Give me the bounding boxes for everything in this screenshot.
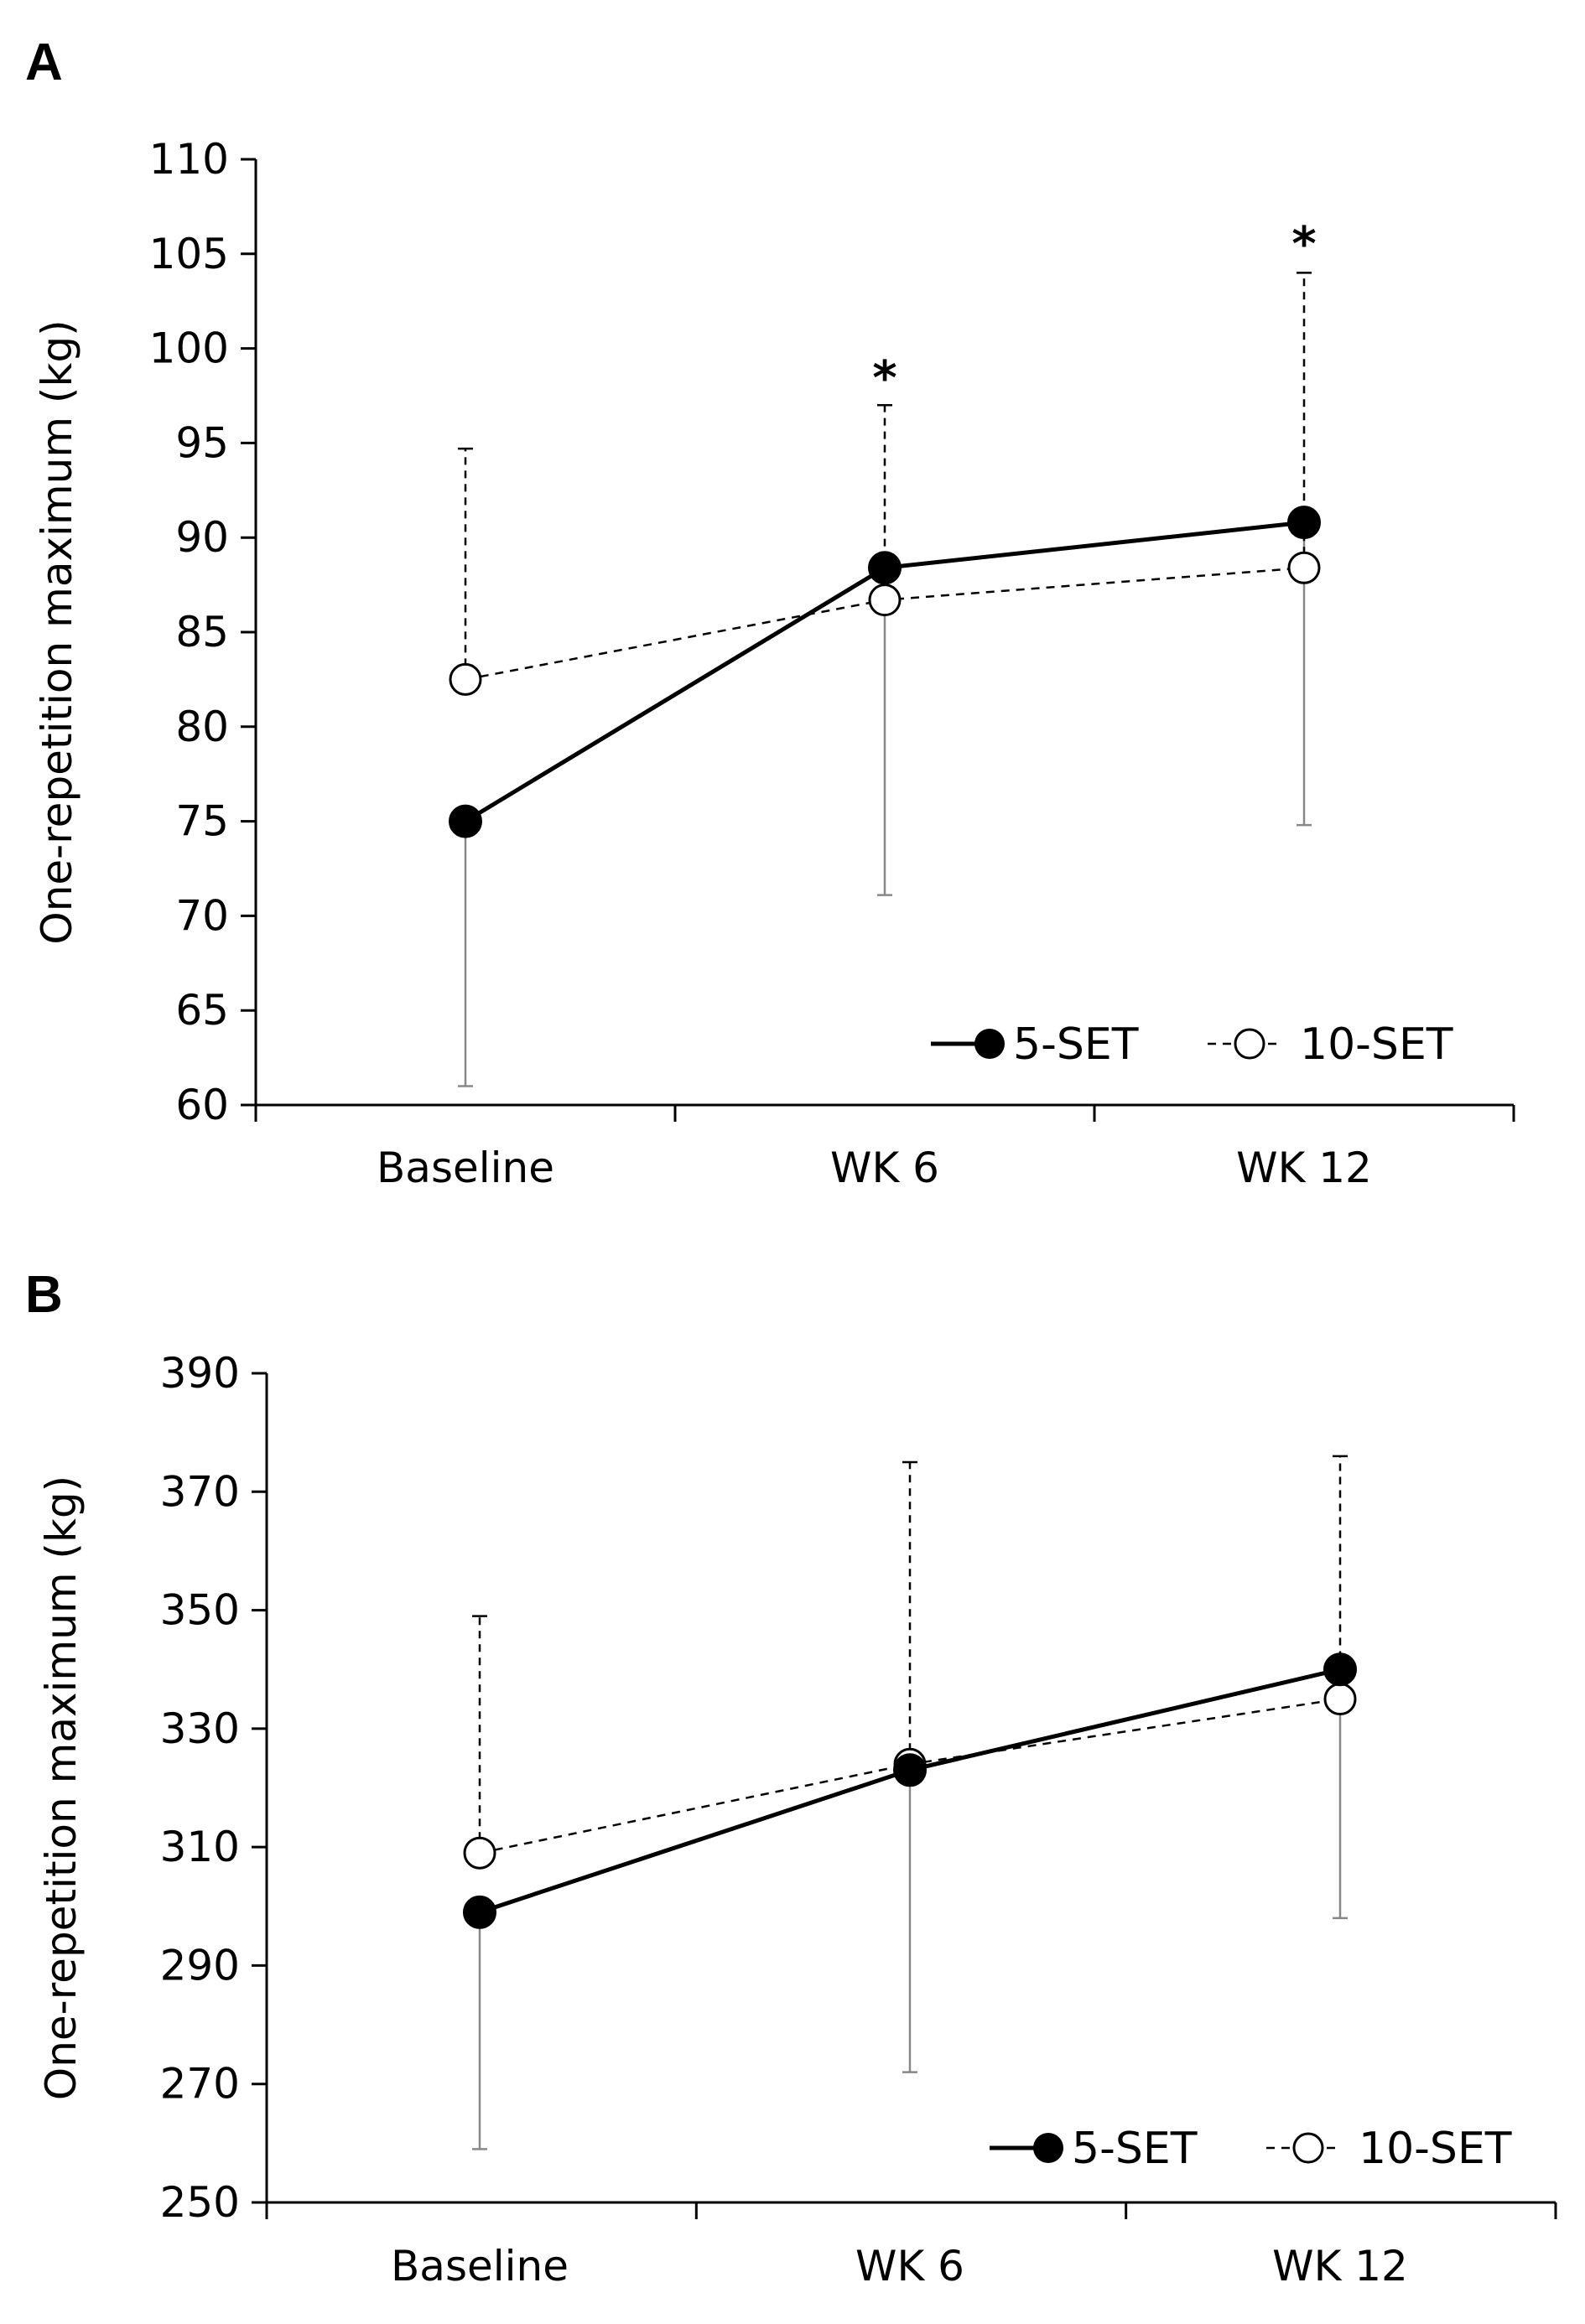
legend-marker-5-set <box>974 1029 1005 1059</box>
y-tick-label: 75 <box>175 797 229 846</box>
significance-marker: * <box>1291 217 1316 272</box>
legend-marker-10-set <box>1292 2132 1324 2164</box>
x-category-label: WK 6 <box>830 1144 939 1192</box>
legend-label-5-set: 5-SET <box>1072 2124 1198 2174</box>
point-10-set <box>463 1836 496 1870</box>
y-tick-label: 90 <box>175 513 229 562</box>
x-category-label: WK 6 <box>855 2242 964 2290</box>
point-5-set <box>463 1895 496 1929</box>
y-axis-label: One-repetition maximum (kg) <box>33 319 81 944</box>
y-tick-label: 330 <box>160 1704 240 1753</box>
y-tick-label: 390 <box>160 1349 240 1398</box>
panel-letter-a: A <box>25 34 63 91</box>
y-tick-label: 60 <box>175 1081 229 1129</box>
y-tick-label: 270 <box>160 2060 240 2109</box>
point-10-set <box>868 584 902 617</box>
point-5-set <box>1287 506 1321 540</box>
y-tick-label: 70 <box>175 891 229 940</box>
legend-label-10-set: 10-SET <box>1359 2124 1512 2174</box>
y-tick-label: 95 <box>175 418 229 467</box>
y-tick-label: 100 <box>149 324 229 373</box>
y-tick-label: 80 <box>175 703 229 751</box>
point-5-set <box>868 551 902 585</box>
x-category-label: WK 12 <box>1236 1144 1372 1192</box>
legend: 5-SET 10-SET <box>990 2124 1512 2174</box>
y-tick-label: 370 <box>160 1467 240 1516</box>
y-tick-label: 105 <box>149 230 229 278</box>
panel-a: A 60 65 70 75 80 85 90 95 100 105 110 Baseline WK 6 W… <box>25 34 1515 1192</box>
legend-marker-10-set <box>1234 1028 1265 1060</box>
y-tick-label: 290 <box>160 1941 240 1989</box>
point-5-set <box>1323 1652 1357 1687</box>
point-10-set <box>1323 1683 1357 1716</box>
point-10-set <box>449 662 482 696</box>
legend-label-10-set: 10-SET <box>1300 1019 1453 1070</box>
y-tick-label: 110 <box>149 135 229 184</box>
y-tick-label: 250 <box>160 2178 240 2227</box>
legend-label-5-set: 5-SET <box>1013 1019 1139 1070</box>
y-tick-label: 65 <box>175 986 229 1035</box>
point-5-set <box>449 804 482 838</box>
y-tick-label: 350 <box>160 1586 240 1635</box>
legend-marker-5-set <box>1033 2133 1063 2163</box>
x-category-label: Baseline <box>377 1144 554 1192</box>
y-tick-label: 85 <box>175 608 229 656</box>
x-category-label: WK 12 <box>1272 2242 1408 2290</box>
point-5-set <box>893 1753 927 1787</box>
panel-b: B 250 270 290 310 330 350 370 390 Baseline WK 6 WK… <box>25 1266 1557 2290</box>
legend: 5-SET 10-SET <box>931 1019 1453 1070</box>
y-tick-label: 310 <box>160 1823 240 1871</box>
y-axis-label: One-repetition maximum (kg) <box>37 1476 86 2100</box>
significance-marker: * <box>872 351 896 406</box>
point-10-set <box>1287 551 1321 584</box>
x-category-label: Baseline <box>391 2242 569 2290</box>
panel-letter-b: B <box>25 1266 63 1324</box>
